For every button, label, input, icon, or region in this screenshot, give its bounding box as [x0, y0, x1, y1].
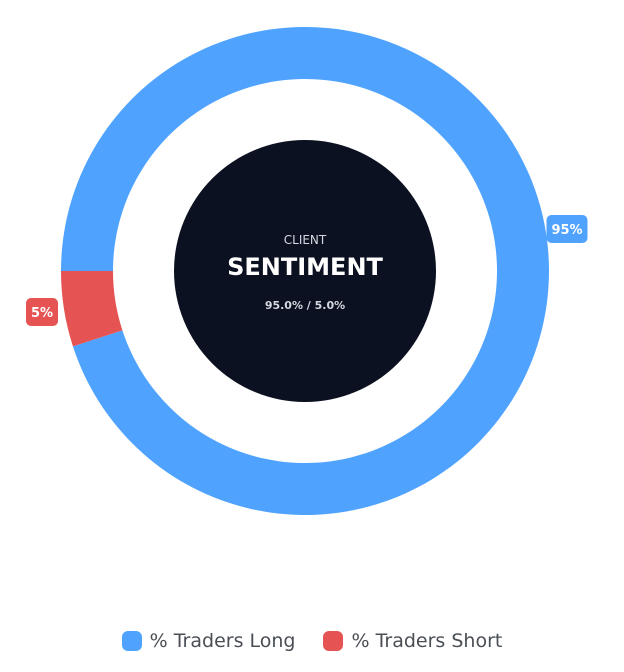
data-label-text-short: 5% [31, 306, 53, 321]
chart-slices [61, 26, 549, 515]
center-subtitle: 95.0% / 5.0% [265, 299, 345, 312]
legend-label-long: % Traders Long [149, 630, 296, 652]
legend-item-short[interactable]: % Traders Short [323, 630, 502, 652]
center-kicker: CLIENT [284, 233, 327, 247]
legend-swatch-short [323, 631, 344, 651]
data-label-short: 5% [26, 298, 58, 326]
legend-label-short: % Traders Short [351, 630, 503, 652]
data-label-text-long: 95% [551, 223, 582, 238]
legend-swatch-long [121, 631, 142, 651]
data-label-long: 95% [546, 215, 588, 243]
center-disc [174, 140, 436, 402]
slice-short[interactable] [61, 271, 123, 347]
legend-item-long[interactable]: % Traders Long [121, 630, 296, 652]
chart-data-labels: 95% 5% [26, 215, 588, 326]
center-title: SENTIMENT [227, 253, 383, 281]
chart-legend: % Traders Long % Traders Short [0, 626, 624, 656]
sentiment-doughnut-chart: CLIENT SENTIMENT 95.0% / 5.0% 95% 5% [26, 26, 588, 515]
